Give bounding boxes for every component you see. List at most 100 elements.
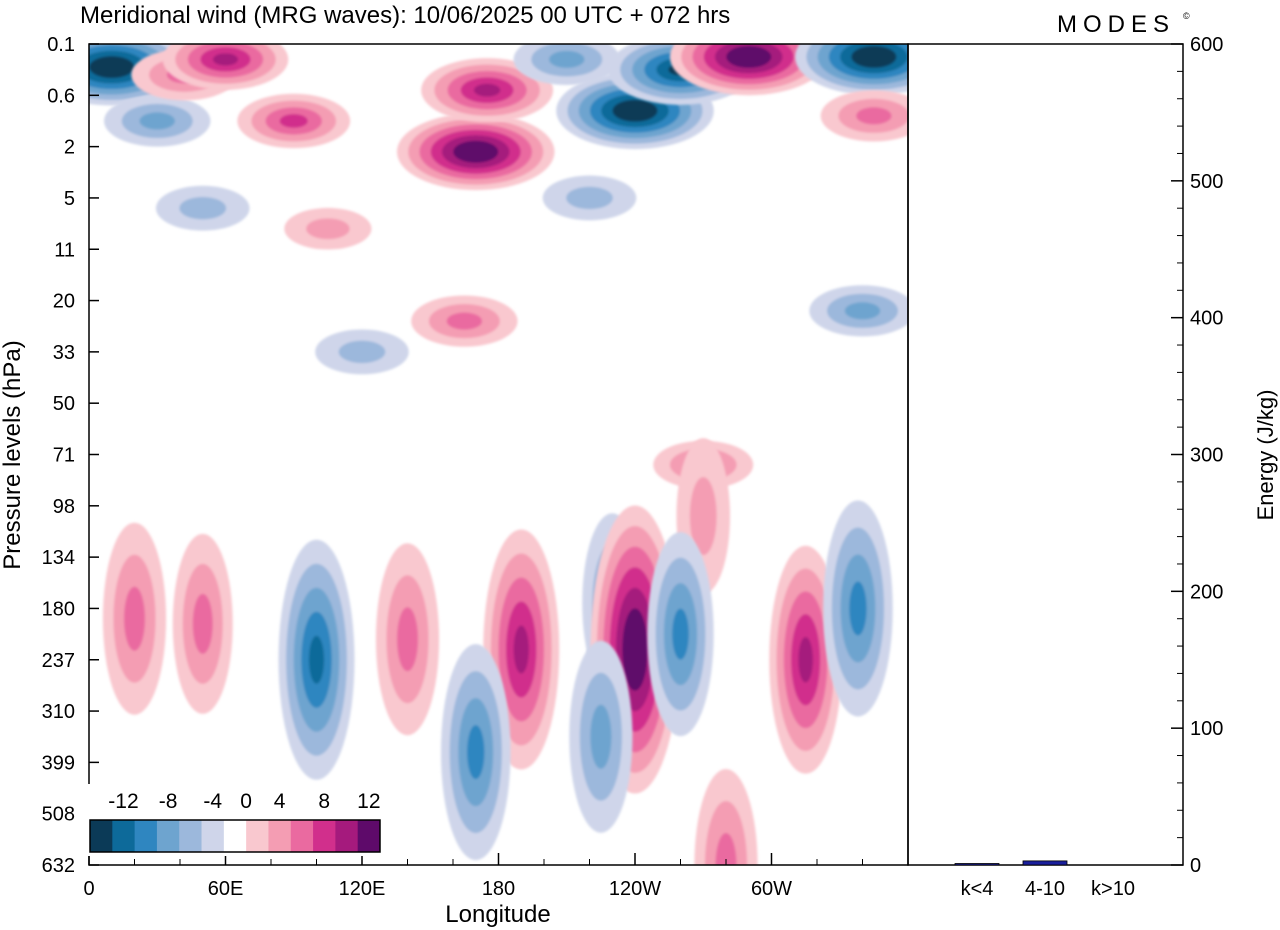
contour-cell-1 bbox=[104, 95, 211, 147]
colorbar-swatch bbox=[290, 820, 314, 852]
y-tick-label: 11 bbox=[54, 239, 75, 261]
y-tick-label: 50 bbox=[53, 393, 75, 415]
contour-field bbox=[89, 44, 908, 865]
energy-category-label: k>10 bbox=[1091, 878, 1135, 900]
contour-band bbox=[513, 625, 529, 674]
energy-panel-frame bbox=[907, 43, 1184, 866]
contour-band bbox=[672, 608, 689, 660]
energy-category-label: k<4 bbox=[961, 878, 994, 900]
y-axis-label: Pressure levels (hPa) bbox=[0, 340, 26, 569]
colorbar-label: -4 bbox=[203, 790, 222, 813]
energy-panel: 0 100 200 300 400 500 600 k<4 4-10 k>10 bbox=[954, 34, 1223, 900]
energy-tick-label: 100 bbox=[1190, 718, 1223, 740]
contour-cell-11 bbox=[795, 44, 908, 96]
y-tick-label: 2 bbox=[64, 137, 75, 159]
contour-band bbox=[856, 107, 892, 125]
brand-mark: © bbox=[1183, 11, 1190, 21]
contour-band bbox=[446, 312, 483, 330]
colorbar-swatch bbox=[246, 820, 269, 852]
contour-band bbox=[473, 83, 501, 97]
colorbar-swatch bbox=[313, 820, 336, 852]
contour-cell-3 bbox=[162, 44, 289, 90]
y-tick-label: 399 bbox=[42, 752, 75, 774]
contour-band bbox=[464, 146, 488, 158]
contour-cell-6 bbox=[421, 58, 554, 123]
contour-band bbox=[798, 636, 813, 683]
contour-cell-23 bbox=[278, 539, 355, 780]
contour-band bbox=[862, 51, 886, 63]
colorbar-label: 4 bbox=[274, 790, 286, 813]
x-tick-label: 120W bbox=[609, 878, 661, 900]
contour-band bbox=[306, 218, 350, 240]
contour-cell-21 bbox=[102, 522, 167, 715]
x-tick-label: 60E bbox=[208, 878, 244, 900]
contour-cell-15 bbox=[411, 295, 518, 347]
y-tick-label: 33 bbox=[53, 342, 75, 364]
y-tick-label: 508 bbox=[42, 804, 75, 826]
contour-band bbox=[737, 51, 761, 63]
contour-cell-12 bbox=[820, 90, 908, 142]
contour-band bbox=[179, 197, 227, 220]
contour-band bbox=[689, 477, 717, 556]
contour-cell-14 bbox=[284, 207, 372, 250]
contour-band bbox=[623, 105, 647, 117]
colorbar-frame bbox=[89, 819, 381, 853]
contour-cell-17 bbox=[809, 285, 908, 337]
y-tick-label: 632 bbox=[42, 855, 75, 877]
contour-cell-28 bbox=[647, 532, 714, 737]
contour-band bbox=[123, 586, 146, 651]
chart-title: Meridional wind (MRG waves): 10/06/2025 … bbox=[80, 2, 730, 29]
contour-band bbox=[338, 340, 386, 364]
contour-band bbox=[590, 704, 612, 769]
x-tick-label: 180 bbox=[482, 878, 515, 900]
contour-band bbox=[566, 186, 613, 210]
colorbar-label: -8 bbox=[159, 790, 178, 813]
colorbar-swatch bbox=[201, 820, 225, 852]
colorbar-label: 12 bbox=[357, 790, 380, 813]
y-tick-label: 98 bbox=[53, 496, 75, 518]
contour-cell-30 bbox=[823, 500, 893, 717]
colorbar-swatch bbox=[268, 820, 292, 852]
energy-bar bbox=[954, 863, 1000, 866]
colorbar-swatch bbox=[90, 820, 113, 852]
colorbar: -12 -8 -4 0 4 8 12 bbox=[88, 784, 384, 856]
colorbar-label: 8 bbox=[318, 790, 330, 813]
contour-band bbox=[308, 635, 325, 684]
y-tick-label: 310 bbox=[42, 701, 75, 723]
contour-cell-7 bbox=[513, 44, 620, 85]
colorbar-swatch bbox=[112, 820, 136, 852]
contour-band bbox=[549, 50, 585, 68]
colorbar-swatch bbox=[223, 820, 247, 852]
contour-cell-18 bbox=[315, 329, 409, 375]
contour-band bbox=[844, 302, 881, 320]
contour-band bbox=[100, 61, 124, 73]
contour-cell-13 bbox=[155, 185, 250, 231]
contour-cell-4 bbox=[237, 93, 351, 149]
colorbar-swatch bbox=[134, 820, 158, 852]
colorbar-swatch bbox=[357, 820, 381, 852]
contour-band bbox=[139, 112, 175, 130]
contour-cell-5 bbox=[396, 113, 555, 191]
y-tick-label: 71 bbox=[53, 445, 75, 467]
y-tick-label: 180 bbox=[42, 598, 75, 620]
energy-tick-label: 300 bbox=[1190, 445, 1223, 467]
energy-tick-label: 400 bbox=[1190, 308, 1223, 330]
energy-axis-label: Energy (J/kg) bbox=[1253, 390, 1278, 521]
colorbar-swatch bbox=[335, 820, 359, 852]
y-tick-label: 5 bbox=[64, 188, 75, 210]
colorbar-swatch bbox=[179, 820, 203, 852]
colorbar-label: -12 bbox=[108, 790, 138, 813]
contour-cell-31 bbox=[440, 644, 511, 861]
y-tick-label: 0.6 bbox=[47, 85, 75, 107]
y-axis: 0.1 0.6 2 5 11 20 33 50 71 98 134 180 237 310 399 508 63… bbox=[42, 34, 99, 877]
energy-bar bbox=[1022, 860, 1068, 866]
contour-band bbox=[192, 593, 213, 654]
contour-cell-10 bbox=[669, 44, 828, 96]
contour-cell-22 bbox=[172, 533, 233, 714]
x-tick-label: 0 bbox=[83, 878, 94, 900]
contour-band bbox=[715, 833, 737, 865]
contour-band bbox=[212, 53, 239, 66]
contour-band bbox=[279, 114, 308, 128]
colorbar-swatch bbox=[156, 820, 180, 852]
